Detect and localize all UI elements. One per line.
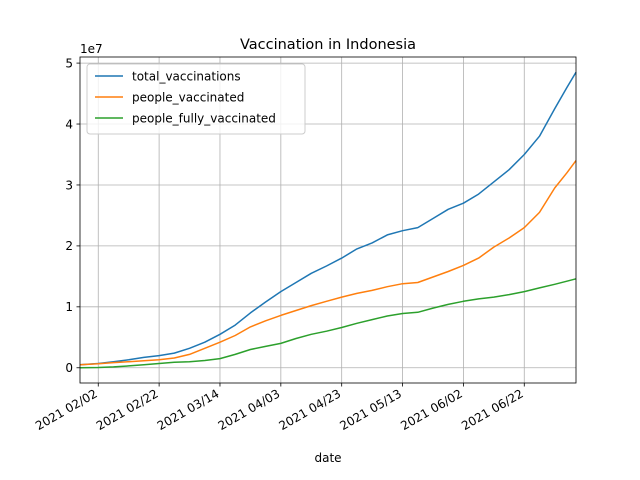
y-tick-label: 4 (65, 117, 73, 131)
legend: total_vaccinations people_vaccinatedpeopl… (86, 63, 306, 135)
legend-label: total_vaccinations (132, 69, 241, 83)
series-lines (79, 71, 577, 369)
y-multiplier-label: 1e7 (80, 42, 103, 56)
x-tick-label: 2021 06/02 (398, 386, 465, 433)
grid (80, 57, 576, 383)
x-tick-label: 2021 04/23 (276, 386, 343, 433)
y-tick-label: 5 (65, 56, 73, 70)
legend-label: people_fully_vaccinated (132, 111, 276, 125)
y-axis-ticks: 0 1 2 3 4 5 (65, 56, 80, 375)
x-tick-label: 2021 04/03 (216, 386, 283, 433)
y-tick-label: 1 (65, 300, 73, 314)
x-tick-label: 2021 02/22 (94, 386, 161, 433)
x-tick-label: 2021 03/14 (155, 386, 222, 433)
series-line-total-vaccinations (79, 71, 577, 366)
y-tick-label: 2 (65, 239, 73, 253)
y-tick-label: 0 (65, 361, 73, 375)
x-axis-label: date (314, 451, 341, 465)
y-tick-label: 3 (65, 178, 73, 192)
x-tick-label: 2021 02/02 (33, 386, 100, 433)
legend-box (86, 63, 306, 135)
series-line-people-vaccinated (79, 160, 577, 366)
x-tick-label: 2021 05/13 (337, 386, 404, 433)
chart-title: Vaccination in Indonesia (240, 37, 416, 53)
x-tick-label: 2021 06/22 (459, 386, 526, 433)
legend-label: people_vaccinated (132, 90, 244, 104)
series-line-people-fully-vaccinated (79, 278, 577, 369)
plot-frame (79, 56, 577, 384)
